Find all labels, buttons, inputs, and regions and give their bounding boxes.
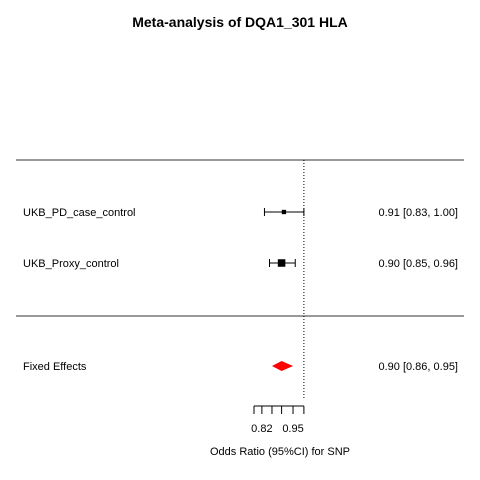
- study-point-2: [278, 259, 286, 267]
- study-ci-text-1: 0.91 [0.83, 1.00]: [378, 207, 458, 219]
- study-label-1: UKB_PD_case_control: [23, 207, 136, 219]
- summary-ci-text: 0.90 [0.86, 0.95]: [378, 361, 458, 373]
- x-axis-label: Odds Ratio (95%CI) for SNP: [210, 446, 350, 458]
- summary-label: Fixed Effects: [23, 361, 87, 373]
- summary-diamond: [272, 361, 293, 371]
- x-axis-ticks: 0.82 0.95: [251, 406, 304, 435]
- x-axis-tick-label: 0.95: [282, 423, 303, 435]
- chart-title: Meta-analysis of DQA1_301 HLA: [132, 14, 348, 30]
- study-point-1: [282, 210, 286, 214]
- study-label-2: UKB_Proxy_control: [23, 258, 119, 270]
- x-axis-tick-label: 0.82: [251, 423, 272, 435]
- study-ci-text-2: 0.90 [0.85, 0.96]: [378, 258, 458, 270]
